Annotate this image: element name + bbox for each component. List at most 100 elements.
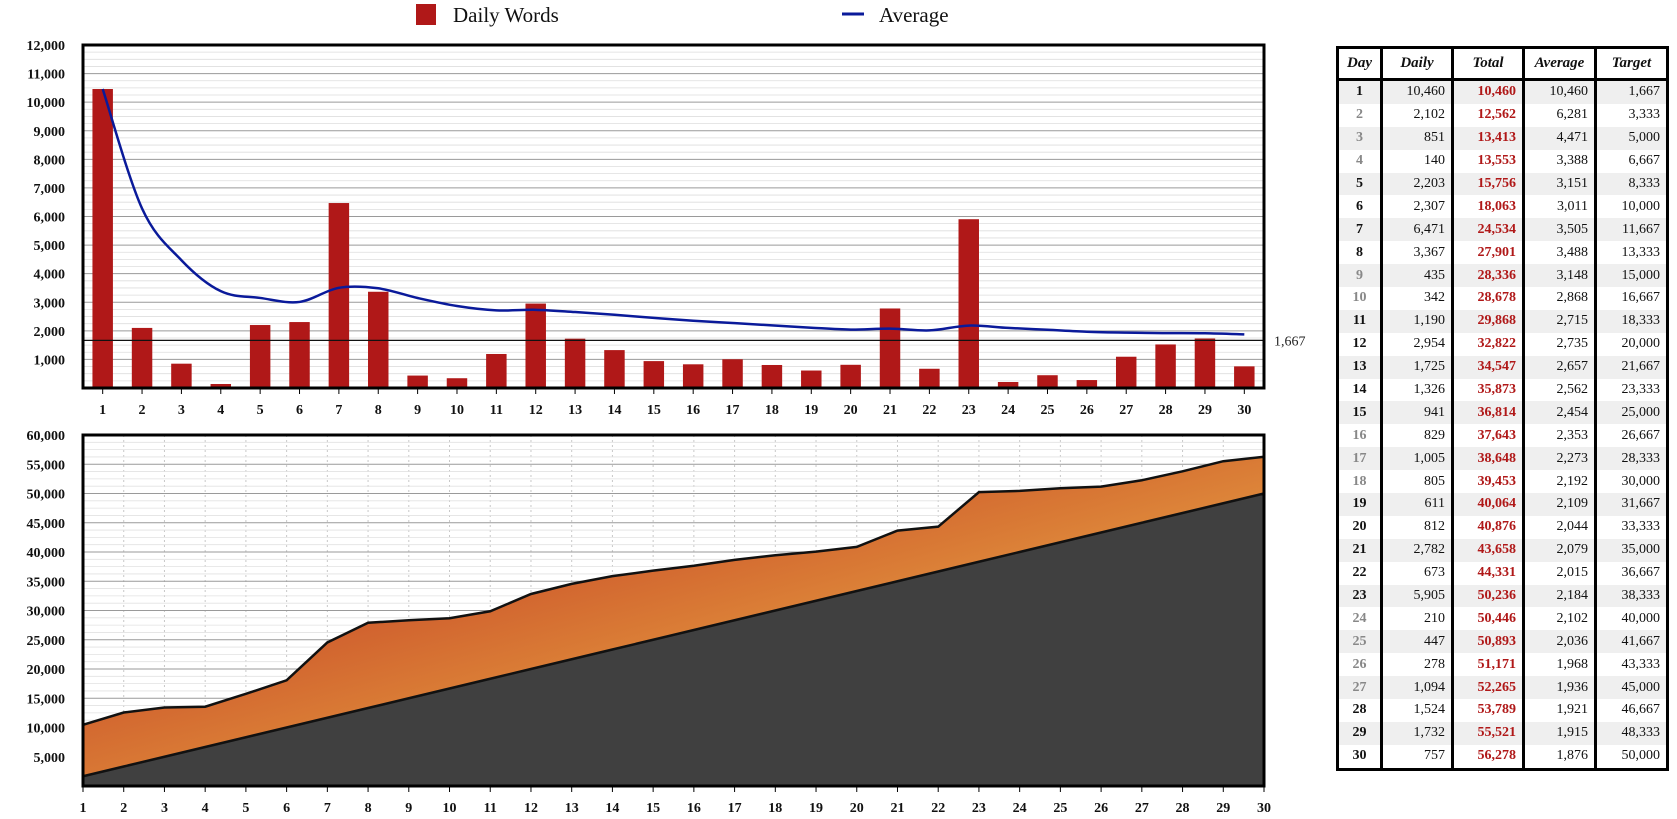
table-body: 1 10,460 10,460 10,460 1,667 2 2,102 12,562 6,28… (1336, 79, 1669, 771)
cell-total: 13,553 (1451, 149, 1525, 173)
legend-line-label: Average (879, 3, 949, 27)
top-y-tick-label: 3,000 (34, 296, 66, 311)
bottom-y-tick-label: 35,000 (27, 575, 66, 590)
cell-target: 50,000 (1594, 744, 1669, 771)
cell-target: 6,667 (1594, 149, 1669, 173)
daily-words-bar (328, 203, 350, 388)
daily-bars (92, 89, 1255, 388)
cell-daily: 1,094 (1380, 676, 1454, 700)
top-y-tick-label: 8,000 (34, 153, 66, 168)
table-row: 20 812 40,876 2,044 33,333 (1336, 515, 1669, 539)
cell-total: 50,893 (1451, 630, 1525, 654)
top-x-tick-label: 27 (1119, 403, 1133, 418)
top-x-tick-label: 13 (568, 403, 582, 418)
cell-daily: 2,307 (1380, 195, 1454, 219)
daily-words-bar (525, 303, 546, 388)
cell-target: 15,000 (1594, 264, 1669, 288)
cell-daily: 435 (1380, 264, 1454, 288)
top-x-tick-label: 18 (765, 403, 779, 418)
cell-daily: 5,905 (1380, 584, 1454, 608)
table-row: 4 140 13,553 3,388 6,667 (1336, 149, 1669, 173)
top-x-tick-label: 8 (375, 403, 382, 418)
cell-average: 2,036 (1522, 630, 1597, 654)
cell-total: 40,064 (1451, 493, 1525, 516)
bottom-x-tick-label: 22 (931, 801, 945, 816)
cell-average: 3,505 (1522, 218, 1597, 242)
bottom-y-tick-label: 25,000 (27, 634, 66, 649)
cell-total: 12,562 (1451, 103, 1525, 127)
top-y-tick-label: 10,000 (27, 96, 66, 111)
daily-words-bar (92, 89, 113, 388)
cell-average: 2,868 (1522, 287, 1597, 310)
cell-average: 2,079 (1522, 538, 1597, 562)
bottom-x-tick-label: 23 (972, 801, 986, 816)
daily-words-bar (1194, 338, 1216, 388)
cell-day: 25 (1336, 630, 1383, 654)
cell-daily: 3,367 (1380, 241, 1454, 265)
cell-day: 24 (1336, 607, 1383, 631)
table-row: 16 829 37,643 2,353 26,667 (1336, 424, 1669, 448)
top-y-tick-label: 11,000 (27, 68, 65, 83)
bottom-x-tick-label: 21 (890, 801, 904, 816)
cell-target: 35,000 (1594, 538, 1669, 562)
cell-daily: 805 (1380, 470, 1454, 494)
daily-words-bar (1076, 380, 1098, 388)
cell-average: 3,388 (1522, 149, 1597, 173)
bottom-x-tick-label: 20 (850, 801, 864, 816)
daily-words-bar (1155, 344, 1176, 388)
table-row: 19 611 40,064 2,109 31,667 (1336, 493, 1669, 516)
average-line (101, 88, 1245, 336)
table-row: 14 1,326 35,873 2,562 23,333 (1336, 378, 1669, 402)
daily-words-bar (840, 364, 861, 388)
cell-day: 13 (1336, 355, 1383, 379)
cell-daily: 2,782 (1380, 538, 1454, 562)
daily-words-bar (249, 325, 271, 388)
cell-target: 38,333 (1594, 584, 1669, 608)
header-target: Target (1594, 46, 1669, 81)
top-y-tick-label: 2,000 (34, 325, 66, 340)
top-x-tick-label: 1 (99, 403, 106, 418)
table-row: 29 1,732 55,521 1,915 48,333 (1336, 721, 1669, 745)
cell-day: 7 (1336, 218, 1383, 242)
cell-average: 2,015 (1522, 561, 1597, 585)
cell-day: 20 (1336, 515, 1383, 539)
cell-average: 2,184 (1522, 584, 1597, 608)
cell-total: 53,789 (1451, 699, 1525, 722)
table-row: 5 2,203 15,756 3,151 8,333 (1336, 172, 1669, 196)
cell-total: 37,643 (1451, 424, 1525, 448)
bottom-x-tick-label: 1 (80, 801, 87, 816)
cell-average: 3,148 (1522, 264, 1597, 288)
top-x-tick-label: 30 (1237, 403, 1251, 418)
daily-words-bar (289, 322, 310, 388)
cell-total: 52,265 (1451, 676, 1525, 700)
daily-words-bar (407, 375, 428, 388)
cell-total: 40,876 (1451, 515, 1525, 539)
bottom-x-ticks: 1 2 3 4 5 6 7 8 9 10 11 12 13 14 15 16 17 18 19 20 21 22 23 24 2… (80, 786, 1271, 816)
top-x-tick-label: 16 (686, 403, 700, 418)
bottom-y-tick-label: 50,000 (27, 488, 66, 503)
bottom-x-tick-label: 2 (120, 801, 127, 816)
cell-average: 3,488 (1522, 241, 1597, 265)
cell-daily: 1,732 (1380, 721, 1454, 745)
table-row: 9 435 28,336 3,148 15,000 (1336, 264, 1669, 288)
bottom-x-tick-label: 14 (605, 801, 619, 816)
cell-average: 1,968 (1522, 653, 1597, 677)
cell-average: 2,562 (1522, 378, 1597, 402)
cell-daily: 140 (1380, 149, 1454, 173)
bottom-y-tick-label: 15,000 (27, 692, 66, 707)
cell-target: 5,000 (1594, 126, 1669, 150)
bottom-x-tick-label: 24 (1013, 801, 1027, 816)
top-y-ticks: 1,000 2,000 3,000 4,000 5,000 6,000 7,000 8,000… (27, 39, 66, 368)
table-row: 1 10,460 10,460 10,460 1,667 (1336, 79, 1669, 104)
bottom-y-tick-label: 10,000 (27, 722, 66, 737)
cell-target: 16,667 (1594, 287, 1669, 310)
cell-average: 1,921 (1522, 699, 1597, 722)
top-x-ticks: 1 2 3 4 5 6 7 8 9 10 11 12 13 14 15 16 17 18 19 20 21 22 23 24 2… (99, 388, 1251, 418)
cell-day: 11 (1336, 309, 1383, 333)
bottom-x-tick-label: 11 (484, 801, 497, 816)
cell-day: 17 (1336, 447, 1383, 471)
daily-words-bar (682, 364, 704, 388)
table-row: 13 1,725 34,547 2,657 21,667 (1336, 355, 1669, 379)
cell-day: 12 (1336, 332, 1383, 356)
header-average: Average (1522, 46, 1597, 81)
